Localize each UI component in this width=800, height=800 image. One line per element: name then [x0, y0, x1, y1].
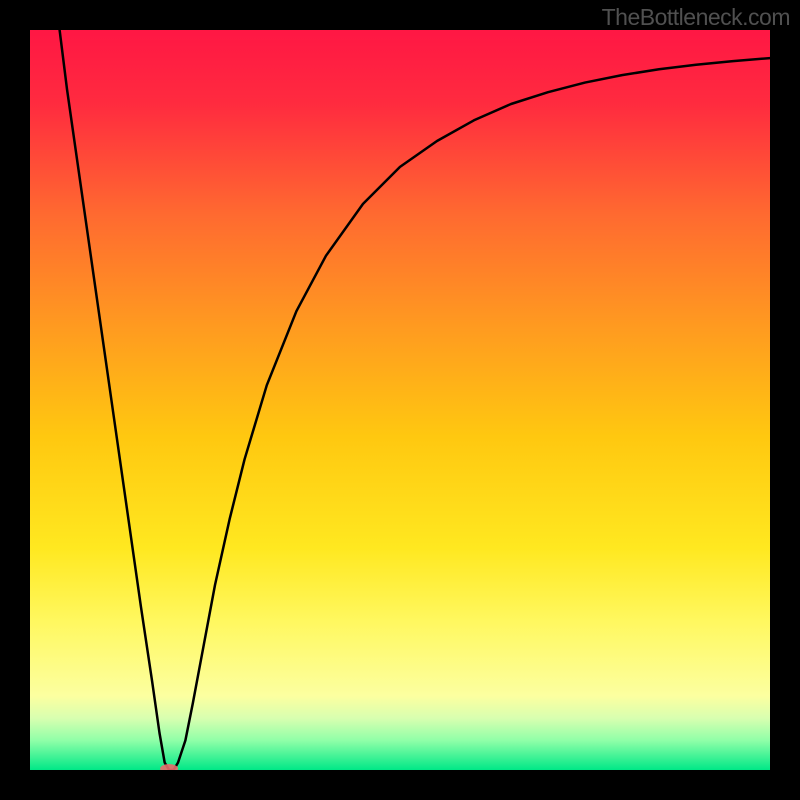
chart-container: TheBottleneck.com — [0, 0, 800, 800]
watermark-text: TheBottleneck.com — [602, 4, 790, 31]
plot-canvas — [30, 30, 770, 770]
plot-background — [30, 30, 770, 770]
